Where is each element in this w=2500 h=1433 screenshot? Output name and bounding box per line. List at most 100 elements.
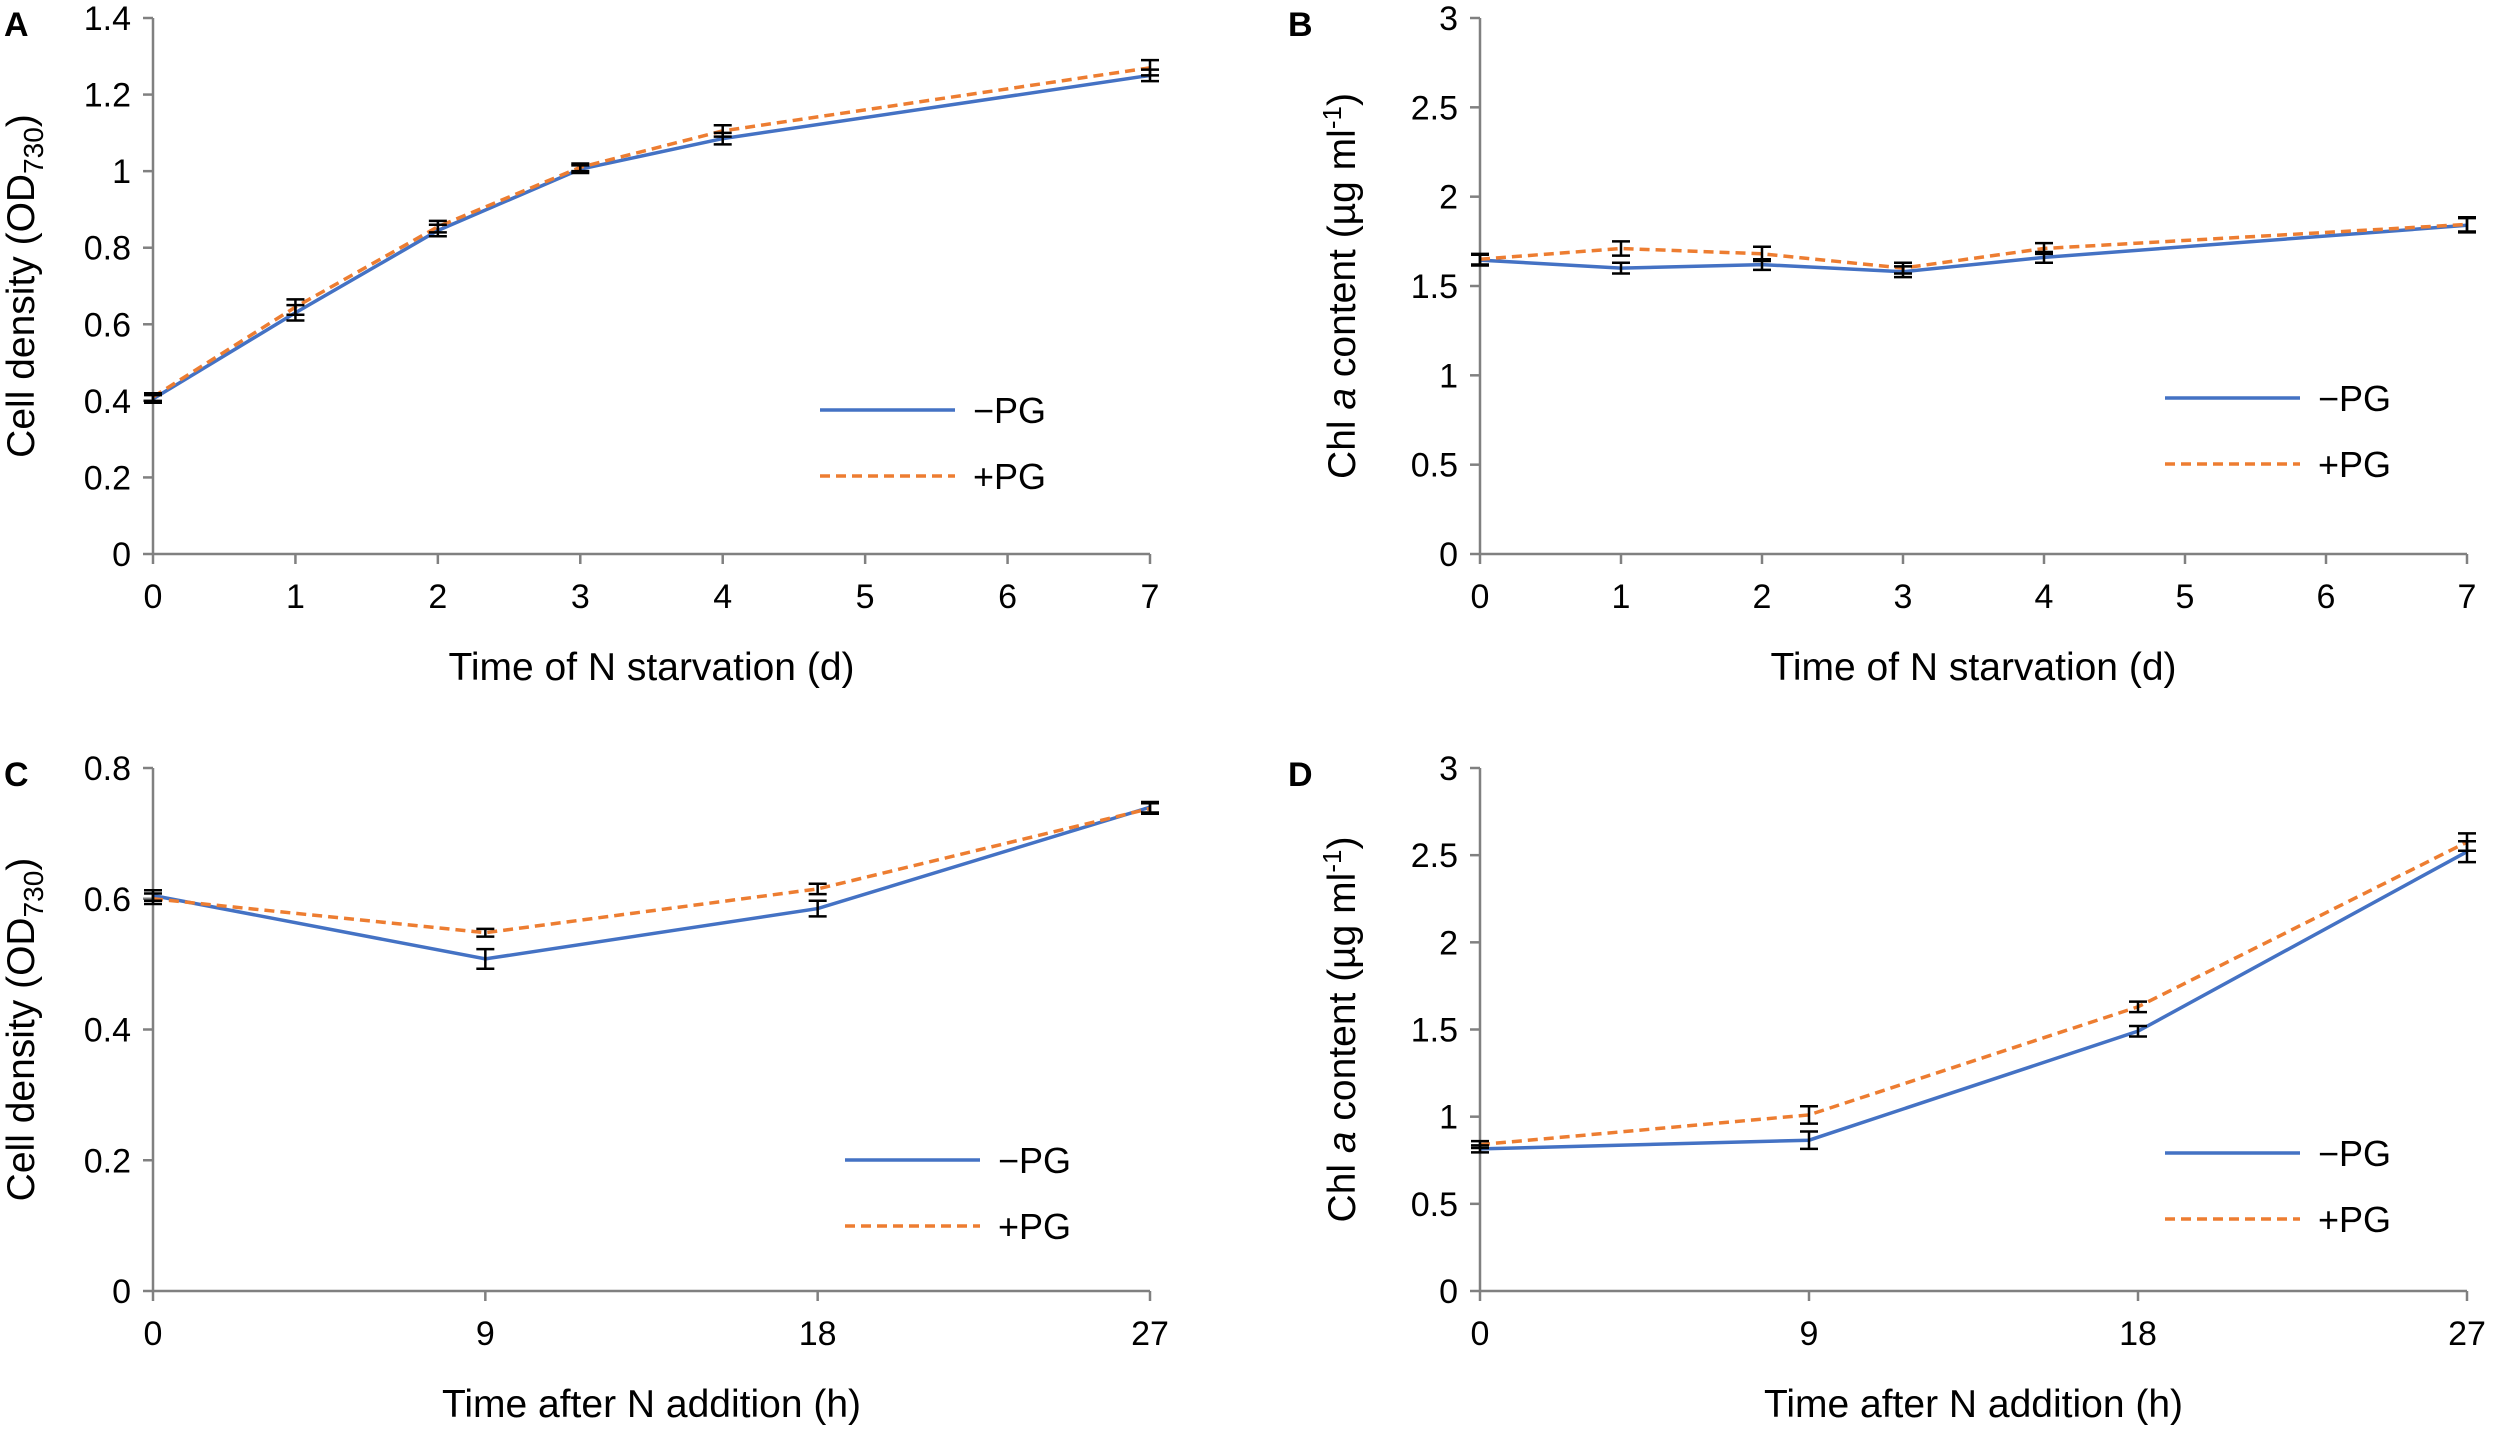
x-tick-label: 18: [799, 1315, 837, 1353]
error-bar: [1141, 58, 1159, 77]
error-bar: [808, 899, 827, 918]
x-tick-label: 2: [428, 578, 447, 616]
legend-label: +PG: [2318, 1199, 2391, 1240]
error-bar: [1800, 1130, 1818, 1151]
y-axis-title: Chl a content (µg ml-1): [1317, 93, 1364, 479]
panel-letter: D: [1288, 756, 1313, 794]
series-line-plus-pg: [1479, 222, 2468, 270]
x-axis-title: Time after N addition (h): [442, 1383, 861, 1426]
error-bar: [144, 391, 162, 403]
x-axis-title: Time of N starvation (d): [1771, 646, 2177, 689]
y-axis-title-close: ): [0, 858, 43, 871]
y-axis-title-italic: a: [1321, 1131, 1364, 1153]
y-tick-label: 1.5: [1411, 268, 1458, 306]
series-line-plus-pg: [1479, 840, 2468, 1147]
y-axis-title-unit: content (µg ml: [1321, 873, 1364, 1132]
x-tick-label: 5: [2176, 578, 2195, 616]
legend-label: +PG: [973, 456, 1046, 497]
x-tick-label: 7: [2458, 578, 2477, 616]
y-tick-label: 0.6: [84, 306, 131, 344]
legend: −PG +PG: [845, 1140, 1071, 1247]
legend-label: −PG: [2318, 378, 2391, 419]
y-tick-label: 0.8: [84, 230, 131, 268]
error-bar: [1753, 245, 1771, 263]
y-tick-label: 3: [1439, 750, 1458, 788]
legend: −PG +PG: [820, 390, 1046, 497]
error-bar: [2458, 215, 2476, 233]
y-tick-label: 1: [1439, 357, 1458, 395]
x-tick-label: 1: [286, 578, 305, 616]
y-tick-label: 2: [1439, 179, 1458, 217]
y-axis-title-text: Chl: [1321, 410, 1364, 479]
error-bar: [2129, 1000, 2147, 1014]
y-axis-title-italic: a: [1321, 388, 1364, 410]
y-tick-label: 2.5: [1411, 89, 1458, 127]
y-tick-label: 3: [1439, 0, 1458, 38]
error-bar: [808, 882, 827, 896]
series-line-plus-pg: [152, 806, 1151, 935]
x-tick-label: 6: [998, 578, 1017, 616]
legend-label: −PG: [998, 1140, 1071, 1181]
x-tick-label: 4: [2035, 578, 2054, 616]
y-tick-label: 0: [1439, 1273, 1458, 1311]
panel-letter: A: [4, 6, 29, 44]
y-tick-label: 0: [112, 536, 131, 574]
y-tick-label: 1: [1439, 1099, 1458, 1137]
error-bar: [476, 927, 495, 938]
y-axis-title-close: ): [1321, 93, 1364, 106]
y-tick-label: 0.2: [84, 459, 131, 497]
panel-d: D 0 0.5 1 1.5 2 2.5 3 0 9 18 27 Time after N additio…: [1288, 750, 2486, 1426]
y-tick-label: 1.4: [84, 0, 131, 38]
series-line-plus-pg: [152, 66, 1151, 399]
error-bar: [1471, 252, 1489, 266]
x-tick-label: 0: [144, 578, 163, 616]
y-tick-label: 0: [112, 1273, 131, 1311]
legend-label: −PG: [973, 390, 1046, 431]
y-tick-label: 0.2: [84, 1142, 131, 1180]
error-bar: [144, 892, 162, 906]
y-axis-title-text: Cell density (OD: [0, 174, 43, 458]
series-line-minus-pg: [152, 805, 1151, 961]
error-bar: [713, 123, 732, 138]
panel-b: B 0 0.5 1 1.5 2 2.5 3 0 1 2 3 4 5 6 7 Time of N starvati…: [1288, 0, 2476, 689]
x-tick-label: 0: [144, 1315, 163, 1353]
y-axis-title-close: ): [0, 114, 43, 127]
y-tick-label: 0.4: [84, 383, 131, 421]
x-tick-label: 3: [571, 578, 590, 616]
y-axis-title-superscript: -1: [1317, 850, 1347, 873]
x-tick-label: 9: [1800, 1315, 1819, 1353]
series-line-minus-pg: [152, 73, 1151, 401]
error-bar: [1612, 240, 1630, 257]
y-tick-label: 1.5: [1411, 1012, 1458, 1050]
legend-label: +PG: [998, 1206, 1071, 1247]
error-bar: [2035, 241, 2053, 256]
x-tick-label: 3: [1894, 578, 1913, 616]
x-tick-label: 27: [2448, 1315, 2486, 1353]
x-tick-label: 0: [1471, 1315, 1490, 1353]
legend: −PG +PG: [2165, 378, 2391, 485]
error-bar: [1894, 261, 1912, 275]
x-tick-label: 9: [476, 1315, 495, 1353]
x-tick-label: 27: [1131, 1315, 1169, 1353]
x-tick-label: 0: [1471, 578, 1490, 616]
y-tick-label: 0.6: [84, 881, 131, 919]
y-tick-label: 1.2: [84, 77, 131, 115]
y-axis-title-close: ): [1321, 837, 1364, 850]
x-axis-title: Time after N addition (h): [1764, 1383, 2183, 1426]
x-tick-label: 5: [856, 578, 875, 616]
panel-c: C 0 0.2 0.4 0.6 0.8 0 9 18 27 Time after N additio…: [0, 750, 1169, 1426]
panel-letter: B: [1288, 6, 1313, 44]
legend-label: +PG: [2318, 444, 2391, 485]
x-tick-label: 4: [713, 578, 732, 616]
legend: −PG +PG: [2165, 1133, 2391, 1240]
panel-letter: C: [4, 756, 29, 794]
x-tick-label: 7: [1141, 578, 1160, 616]
y-axis-title: Cell density (OD730): [0, 858, 49, 1202]
panel-a: A 0 0.2 0.4 0.6 0.8 1 1.2 1.4 0 1 2 3 4 5 6 7 Time of N s…: [0, 0, 1159, 689]
y-tick-label: 0.8: [84, 750, 131, 788]
error-bar: [286, 298, 305, 316]
error-bar: [2458, 832, 2476, 853]
y-axis-title-unit: content (µg ml: [1321, 129, 1364, 388]
x-tick-label: 6: [2317, 578, 2336, 616]
